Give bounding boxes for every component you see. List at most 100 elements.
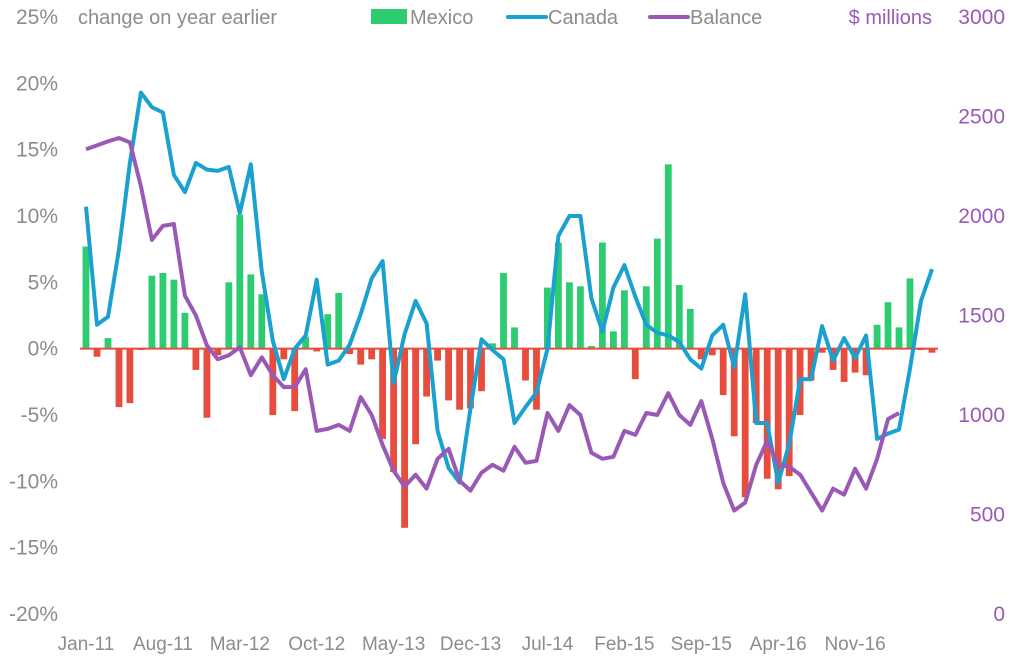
x-tick-label: Aug-11 [133, 634, 193, 655]
mexico-bar [148, 275, 156, 349]
left-tick-label: 25% [16, 6, 58, 29]
right-tick-label: 500 [970, 504, 1005, 527]
x-tick-label: Sep-15 [671, 634, 732, 655]
mexico-bar [423, 348, 430, 397]
mexico-bar [642, 286, 650, 349]
left-unit-label: change on year earlier [78, 7, 277, 29]
legend-label-canada: Canada [548, 7, 619, 29]
mexico-bar [280, 348, 288, 360]
mexico-bar [159, 273, 167, 349]
right-axis-ticks: 3000 2500 2000 1500 1000 500 0 [958, 6, 1005, 626]
mexico-bar [566, 282, 573, 349]
right-tick-label: 3000 [958, 6, 1005, 29]
mexico-bar [522, 348, 529, 381]
mexico-bar [763, 348, 771, 479]
mexico-bar [774, 348, 782, 490]
mexico-bar [631, 348, 639, 380]
left-tick-label: -10% [9, 470, 58, 493]
mexico-bar [302, 336, 310, 349]
x-tick-label: Mar-12 [210, 634, 270, 655]
mexico-bar [203, 348, 211, 418]
mexico-bar [247, 274, 255, 349]
mexico-bar [115, 348, 123, 408]
mexico-bars [82, 164, 936, 528]
mexico-bar [269, 348, 277, 415]
mexico-bar [818, 348, 826, 353]
mexico-bar [379, 348, 386, 439]
right-tick-label: 1500 [958, 305, 1005, 328]
mexico-bar [313, 348, 321, 352]
x-tick-label: Nov-16 [824, 634, 885, 655]
mexico-bar [873, 324, 881, 349]
legend-label-balance: Balance [690, 7, 762, 29]
mexico-bar [544, 287, 551, 349]
x-tick-label: Oct-12 [288, 634, 345, 655]
mexico-bar [401, 348, 408, 528]
mexico-bar [445, 348, 452, 401]
mexico-bar [752, 348, 760, 423]
mexico-bar [895, 327, 903, 349]
legend-label-mexico: Mexico [410, 7, 473, 29]
mexico-bar [533, 348, 540, 410]
right-tick-label: 2000 [958, 205, 1005, 228]
mexico-bar [335, 292, 343, 349]
mexico-bar [664, 164, 672, 349]
mexico-bar [434, 348, 441, 361]
mexico-bar [906, 278, 914, 349]
mexico-bar [368, 348, 376, 360]
x-tick-label: Jan-11 [58, 634, 115, 655]
right-tick-label: 2500 [958, 106, 1005, 129]
left-tick-label: 5% [28, 271, 58, 294]
canada-line [84, 90, 934, 485]
mexico-bar [93, 348, 101, 357]
mexico-bar [489, 343, 496, 349]
mexico-bar [214, 348, 222, 356]
mexico-bar [346, 348, 354, 354]
mexico-bar [588, 346, 595, 349]
mexico-bar [225, 282, 233, 349]
mexico-bar [412, 348, 419, 445]
left-tick-label: -5% [21, 404, 58, 427]
mexico-bar [719, 348, 727, 396]
mexico-bar [467, 348, 474, 409]
mexico-bar [390, 348, 397, 473]
mexico-bar [840, 348, 848, 382]
mexico-bar [599, 242, 606, 349]
mexico-bar [653, 238, 661, 349]
mexico-bar [851, 348, 859, 373]
x-tick-label: May-13 [362, 634, 425, 655]
mexico-bar [610, 331, 617, 349]
mexico-bar [236, 214, 244, 349]
mexico-bar [478, 348, 485, 392]
legend-swatch-mexico [371, 9, 407, 24]
left-tick-label: -15% [9, 537, 58, 560]
mexico-bar [807, 348, 815, 381]
mexico-bar [741, 348, 749, 498]
balance-line [85, 136, 900, 513]
mexico-bar [324, 314, 332, 349]
mexico-bar [686, 308, 694, 349]
left-axis-ticks: 25% 20% 15% 10% 5% 0% -5% -10% -15% -20% [9, 6, 58, 626]
mexico-bar [192, 348, 200, 370]
mexico-bar [104, 338, 112, 349]
mexico-bar [884, 302, 892, 349]
mexico-bar [456, 348, 463, 410]
legend: Mexico Canada Balance [371, 7, 762, 29]
right-unit-label: $ millions [849, 7, 932, 29]
left-tick-label: -20% [9, 603, 58, 626]
mexico-bar [862, 348, 870, 376]
mexico-bar [170, 279, 178, 349]
mexico-bar [511, 327, 518, 349]
left-tick-label: 10% [16, 205, 58, 228]
mexico-bar [258, 294, 266, 349]
mexico-bar [357, 348, 365, 365]
mexico-bar [785, 348, 793, 477]
mexico-bar [708, 348, 716, 356]
mexico-bar [500, 273, 507, 349]
x-axis-ticks: Jan-11 Aug-11 Mar-12 Oct-12 May-13 Dec-13 Jul-… [58, 634, 886, 655]
left-tick-label: 15% [16, 139, 58, 162]
mexico-bar [730, 348, 738, 437]
x-tick-label: Feb-15 [594, 634, 654, 655]
mexico-bar [621, 290, 628, 349]
